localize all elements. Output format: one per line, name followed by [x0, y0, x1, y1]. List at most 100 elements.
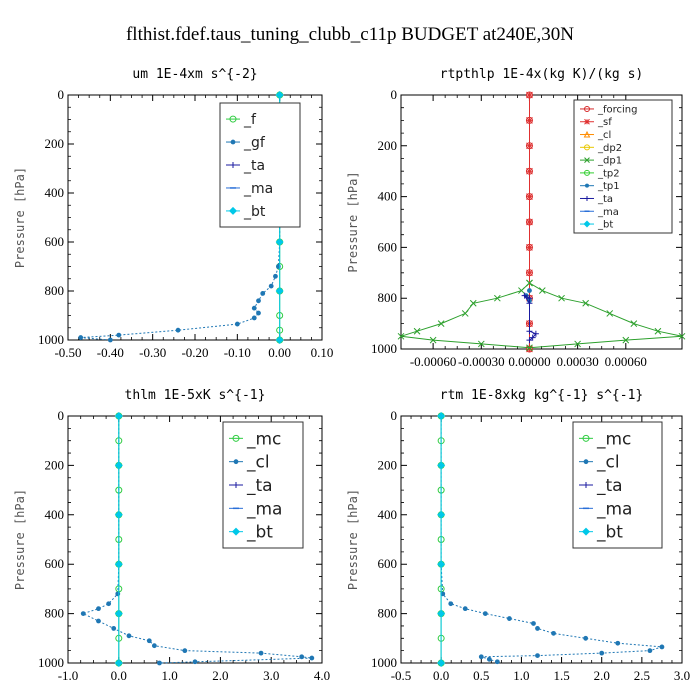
x-tick-label: 2.0: [594, 668, 610, 683]
data-point: [462, 606, 468, 612]
data-point: [251, 305, 257, 311]
y-tick-label: 1000: [371, 341, 397, 356]
data-point: [268, 283, 274, 289]
data-point: [482, 611, 488, 616]
y-tick-label: 600: [378, 239, 398, 254]
data-point: [526, 300, 533, 307]
legend-marker: [584, 105, 590, 112]
legend-marker: [233, 459, 239, 465]
legend-marker: [583, 459, 589, 465]
series-line: [80, 95, 281, 341]
data-point: [192, 659, 198, 665]
y-tick-label: 1000: [371, 655, 397, 670]
chart-panel-1: um 1E-4xm s^{-2} Pressure [hPa] 0 200 400 600…: [13, 67, 333, 360]
y-axis-label: Pressure [hPa]: [13, 489, 27, 590]
x-tick-label: -0.30: [139, 345, 166, 360]
panel-title: um 1E-4xm s^{-2}: [132, 67, 257, 82]
y-tick-label: 800: [378, 606, 398, 621]
data-point: [299, 654, 305, 660]
data-point: [114, 560, 123, 569]
data-point: [114, 510, 123, 519]
data-point: [538, 287, 546, 294]
chart-panels: um 1E-4xm s^{-2} Pressure [hPa] 0 200 400 600…: [13, 67, 690, 683]
legend-entry: _sf: [597, 117, 612, 128]
legend-entry: _ma: [246, 499, 282, 519]
legend-marker: [229, 206, 237, 215]
data-point: [275, 336, 284, 344]
data-point: [574, 340, 581, 348]
data-point: [526, 337, 533, 344]
x-tick-label: 1.0: [513, 668, 529, 683]
series-line: [400, 282, 683, 349]
x-tick-label: -0.00030: [458, 354, 505, 369]
y-tick-label: 800: [45, 283, 65, 298]
x-tick-label: -0.5: [391, 668, 412, 683]
legend-entry: _ma: [597, 207, 619, 218]
legend: _mc _cl _ta _ma _bt: [222, 421, 304, 549]
legend-marker: [584, 157, 590, 163]
data-point: [116, 332, 122, 338]
data-point: [429, 336, 437, 344]
y-tick-label: 0: [391, 408, 398, 423]
y-axis-label: Pressure [hPa]: [13, 167, 27, 268]
legend-entry: _bt: [246, 523, 273, 543]
legend-entry: _mc: [596, 429, 631, 449]
y-tick-label: 600: [45, 556, 65, 571]
legend: _mc _cl _ta _ma _bt: [572, 421, 663, 549]
series-ta: [521, 292, 539, 344]
y-tick-label: 1000: [38, 655, 64, 670]
series-bt: [437, 412, 446, 667]
data-point: [448, 601, 454, 607]
data-point: [478, 654, 484, 660]
series-dp1: [397, 279, 686, 352]
data-point: [526, 328, 533, 335]
x-tick-label: -0.40: [97, 345, 124, 360]
data-point: [551, 630, 556, 636]
data-point: [647, 648, 653, 654]
data-point: [526, 167, 533, 175]
x-tick-label: 0.0: [111, 668, 127, 683]
data-point: [182, 648, 188, 654]
data-point: [437, 560, 446, 569]
x-tick-label: 1.5: [553, 668, 569, 683]
y-axis-label: Pressure [hPa]: [346, 171, 360, 272]
legend: _f _gf _ta _ma _bt: [219, 102, 301, 228]
y-tick-label: 600: [378, 556, 398, 571]
y-tick-label: 0: [58, 408, 65, 423]
data-point: [526, 218, 533, 226]
data-point: [659, 644, 665, 650]
legend-entry: _gf: [243, 135, 266, 151]
data-point: [146, 638, 152, 644]
legend-marker: [230, 162, 236, 168]
y-tick-label: 200: [378, 457, 398, 472]
data-point: [615, 640, 621, 646]
data-point: [486, 656, 492, 662]
x-tick-label: -0.50: [54, 345, 81, 360]
y-tick-label: 400: [45, 507, 65, 522]
x-tick-label: 0.00: [268, 345, 291, 360]
legend-entry: _ma: [243, 181, 273, 197]
x-tick-label: 0.10: [311, 345, 334, 360]
data-point: [437, 320, 445, 327]
data-point: [678, 332, 686, 340]
data-point: [115, 591, 121, 597]
x-tick-label: 3.0: [263, 668, 279, 683]
panel-title: rtm 1E-8xkg kg^{-1} s^{-1}: [440, 388, 644, 403]
data-point: [437, 609, 446, 618]
legend-marker: [583, 482, 589, 488]
data-point: [599, 650, 605, 656]
x-tick-label: 4.0: [314, 668, 330, 683]
y-axis-label: Pressure [hPa]: [346, 489, 360, 590]
legend-marker: [583, 130, 591, 138]
panel-title: rtpthlp 1E-4x(kg K)/(kg s): [440, 67, 644, 82]
data-point: [275, 238, 284, 246]
y-tick-label: 800: [378, 290, 398, 305]
y-tick-label: 0: [391, 87, 398, 102]
data-point: [275, 91, 284, 99]
y-tick-label: 800: [45, 606, 65, 621]
legend-entry: _dp1: [597, 156, 622, 167]
x-tick-label: 3.0: [674, 668, 690, 683]
y-tick-label: 200: [378, 138, 398, 153]
data-point: [535, 653, 540, 658]
data-point: [521, 292, 528, 299]
